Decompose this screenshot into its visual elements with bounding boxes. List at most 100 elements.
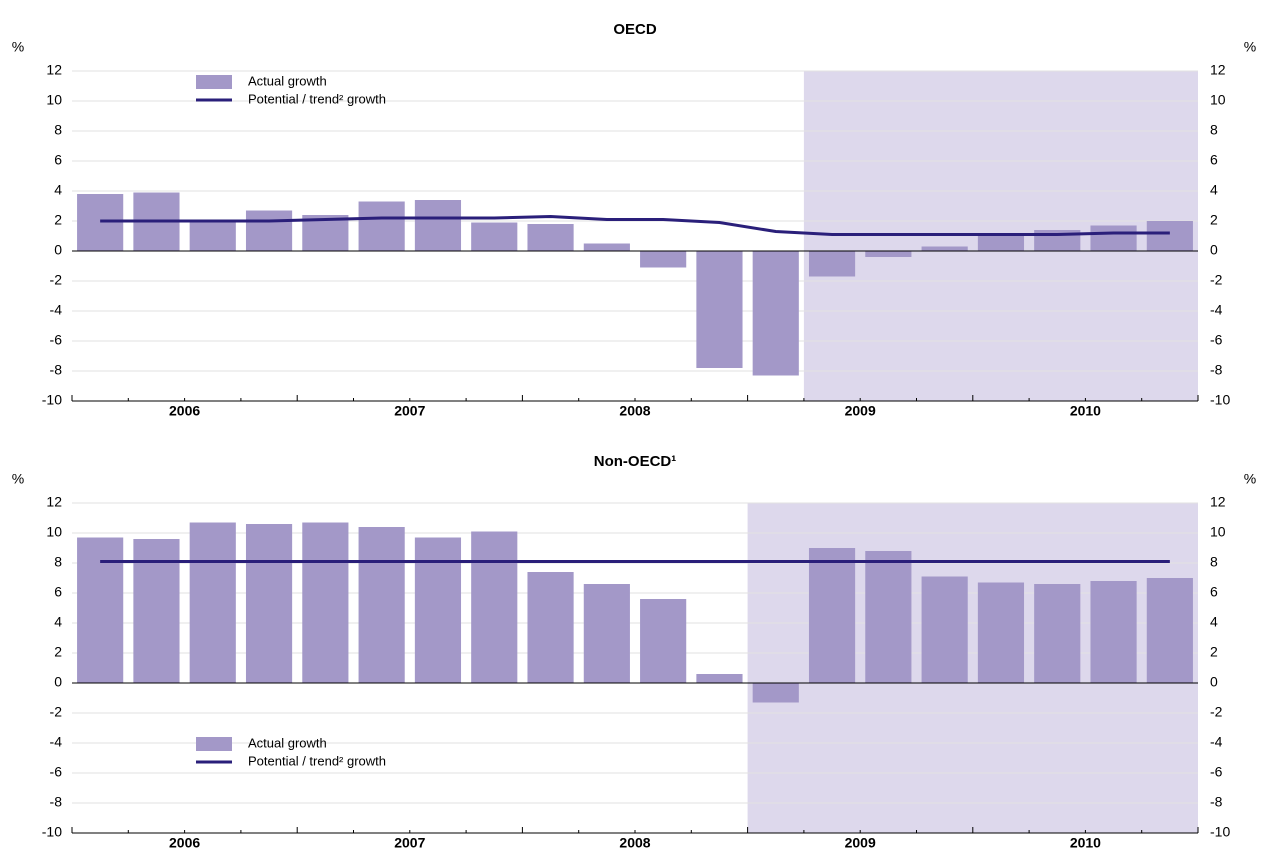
year-label: 2008 <box>619 403 650 419</box>
bar <box>977 236 1025 251</box>
bar <box>245 210 293 251</box>
year-label: 2010 <box>1070 403 1101 419</box>
bar <box>808 251 856 277</box>
year-label: 2009 <box>845 403 876 419</box>
bar <box>471 531 518 683</box>
y2-tick-label: -4 <box>1210 734 1223 750</box>
y-tick-label: 6 <box>54 584 62 600</box>
bar <box>189 522 236 683</box>
legend-label: Potential / trend² growth <box>248 753 386 768</box>
y-tick-label: 2 <box>54 644 62 660</box>
y-tick-label: 10 <box>46 524 62 540</box>
year-label: 2006 <box>169 835 200 848</box>
y-tick-label: 10 <box>46 92 62 108</box>
bar <box>583 584 630 683</box>
bar <box>1034 584 1081 683</box>
bar <box>921 246 968 251</box>
year-label: 2006 <box>169 403 200 419</box>
y2-tick-label: 2 <box>1210 644 1218 660</box>
y-tick-label: -10 <box>42 392 62 408</box>
y2-tick-label: 0 <box>1210 674 1218 690</box>
y2-tick-label: -6 <box>1210 764 1223 780</box>
y-tick-label: -10 <box>42 824 62 840</box>
y2-tick-label: 6 <box>1210 152 1218 168</box>
y2-tick-label: -10 <box>1210 824 1230 840</box>
bar <box>977 582 1025 683</box>
bar <box>808 548 856 683</box>
y2-tick-label: 8 <box>1210 122 1218 138</box>
bar <box>1146 221 1193 251</box>
y-tick-label: -6 <box>50 332 63 348</box>
y2-tick-label: 6 <box>1210 584 1218 600</box>
bar <box>245 524 293 683</box>
y2-tick-label: -10 <box>1210 392 1230 408</box>
bar <box>865 251 912 257</box>
y2-tick-label: 12 <box>1210 494 1226 510</box>
y2-tick-label: -2 <box>1210 704 1223 720</box>
y-tick-label: 8 <box>54 122 62 138</box>
y-tick-label: 0 <box>54 674 62 690</box>
bar <box>696 251 743 368</box>
y-tick-label: 6 <box>54 152 62 168</box>
legend-swatch <box>196 737 232 751</box>
y-tick-label: 4 <box>54 614 62 630</box>
y-tick-label: -2 <box>50 272 63 288</box>
legend-label: Actual growth <box>248 735 327 750</box>
chart-title: OECD <box>613 21 657 38</box>
y-tick-label: 12 <box>46 494 62 510</box>
bar <box>358 527 405 683</box>
year-label: 2010 <box>1070 835 1101 848</box>
y2-tick-label: 4 <box>1210 614 1218 630</box>
y-unit: % <box>12 39 24 55</box>
year-label: 2008 <box>619 835 650 848</box>
y-tick-label: -6 <box>50 764 63 780</box>
bar <box>696 674 743 683</box>
y-tick-label: 0 <box>54 242 62 258</box>
y2-tick-label: -2 <box>1210 272 1223 288</box>
y-unit: % <box>12 471 24 487</box>
legend-swatch <box>196 75 232 89</box>
y-tick-label: -4 <box>50 302 63 318</box>
bar <box>527 572 574 683</box>
bar <box>471 222 518 251</box>
bar <box>1090 225 1137 251</box>
y-tick-label: 2 <box>54 212 62 228</box>
bar <box>583 243 630 251</box>
bar <box>1146 578 1193 683</box>
y2-tick-label: 4 <box>1210 182 1218 198</box>
y2-unit: % <box>1244 471 1256 487</box>
y-tick-label: -8 <box>50 362 63 378</box>
bar <box>640 599 687 683</box>
chart-title: Non-OECD¹ <box>594 453 677 470</box>
y2-tick-label: 12 <box>1210 62 1226 78</box>
y2-tick-label: 2 <box>1210 212 1218 228</box>
legend-label: Actual growth <box>248 73 327 88</box>
trend-line <box>100 214 1170 236</box>
bar <box>752 683 799 703</box>
bar <box>77 537 124 683</box>
bar <box>414 200 462 251</box>
bar <box>189 222 236 251</box>
year-label: 2007 <box>394 835 425 848</box>
y2-tick-label: 8 <box>1210 554 1218 570</box>
year-label: 2007 <box>394 403 425 419</box>
year-label: 2009 <box>845 835 876 848</box>
bar <box>414 537 462 683</box>
y-tick-label: -8 <box>50 794 63 810</box>
y2-tick-label: -4 <box>1210 302 1223 318</box>
y2-tick-label: -8 <box>1210 362 1223 378</box>
y-tick-label: 12 <box>46 62 62 78</box>
y2-tick-label: 10 <box>1210 524 1226 540</box>
y2-tick-label: 10 <box>1210 92 1226 108</box>
bar <box>1090 581 1137 683</box>
y-tick-label: -2 <box>50 704 63 720</box>
bar <box>358 201 405 251</box>
bar <box>921 576 968 683</box>
y-tick-label: 4 <box>54 182 62 198</box>
bar <box>752 251 799 376</box>
bar <box>302 522 349 683</box>
bar <box>640 251 687 268</box>
bar <box>865 551 912 683</box>
y-tick-label: -4 <box>50 734 63 750</box>
